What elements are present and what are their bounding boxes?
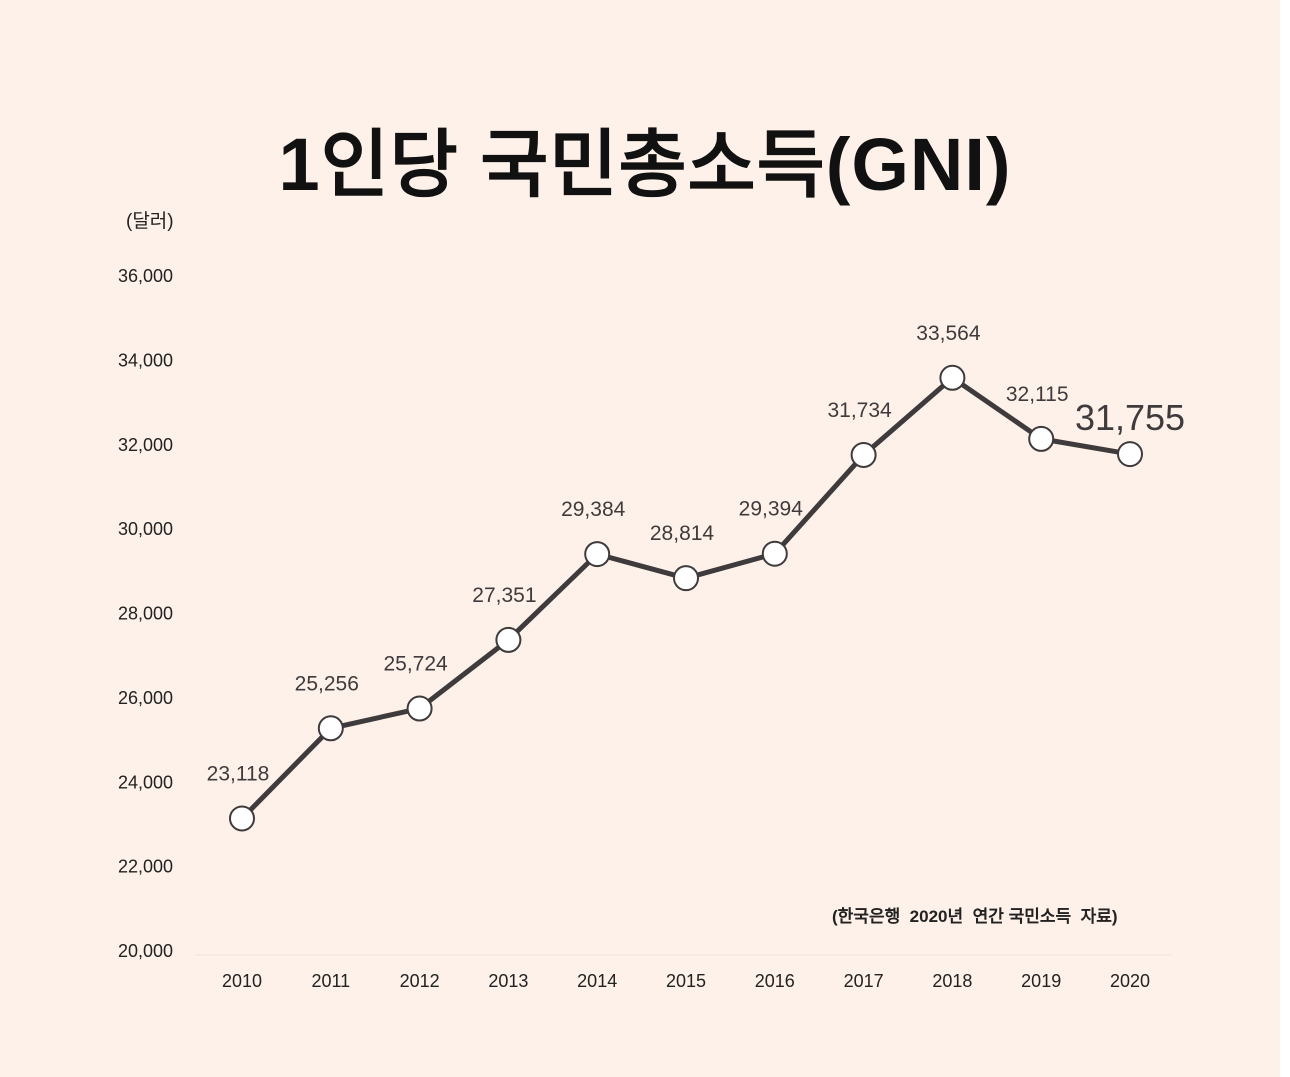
data-label: 32,115 [1006,383,1069,406]
data-label: 27,351 [472,584,536,607]
x-tick-label: 2015 [666,971,706,991]
data-point-marker [317,715,344,742]
x-tick-label: 2020 [1110,971,1150,991]
data-label: 29,384 [561,498,626,521]
y-tick-label: 26,000 [118,688,173,708]
data-label: 25,724 [383,653,448,676]
data-label: 31,734 [827,399,892,422]
data-label-highlight: 31,755 [1075,397,1185,438]
x-tick-label: 2013 [488,971,528,991]
data-label: 25,256 [295,672,359,695]
y-tick-label: 30,000 [118,519,173,539]
y-tick-label: 34,000 [118,350,173,370]
data-point-marker [1117,441,1143,468]
data-label: 23,118 [207,762,270,785]
data-point-marker [495,626,522,653]
data-point-marker [584,541,611,568]
y-tick-label: 36,000 [118,266,173,286]
y-axis-unit-label: (달러) [126,211,174,232]
chart-title: 1인당 국민총소득(GNI) [278,123,1012,206]
y-tick-label: 20,000 [118,941,173,961]
data-label: 29,394 [739,498,804,521]
x-tick-label: 2018 [932,971,972,991]
data-point-marker [761,540,788,567]
x-tick-label: 2010 [222,971,262,991]
y-tick-label: 24,000 [118,772,173,792]
y-tick-label: 28,000 [118,604,173,624]
x-tick-label: 2016 [755,971,795,991]
x-tick-label: 2019 [1021,971,1061,991]
data-point-marker [229,805,255,832]
y-tick-label: 32,000 [118,435,173,455]
data-point-marker [939,364,966,391]
x-tick-label: 2012 [400,971,440,991]
y-tick-label: 22,000 [118,857,173,877]
x-tick-label: 2014 [577,971,617,991]
source-note: (한국은행 2020년 연간 국민소득 자료) [832,907,1118,926]
data-point-marker [1028,425,1055,452]
x-tick-label: 2011 [311,971,350,991]
data-label: 28,814 [650,522,715,545]
series-line [239,375,1133,821]
x-tick-label: 2017 [844,971,884,991]
data-label: 33,564 [916,322,981,345]
data-point-marker [850,441,877,468]
data-point-marker [673,565,699,592]
data-point-marker [406,695,433,722]
